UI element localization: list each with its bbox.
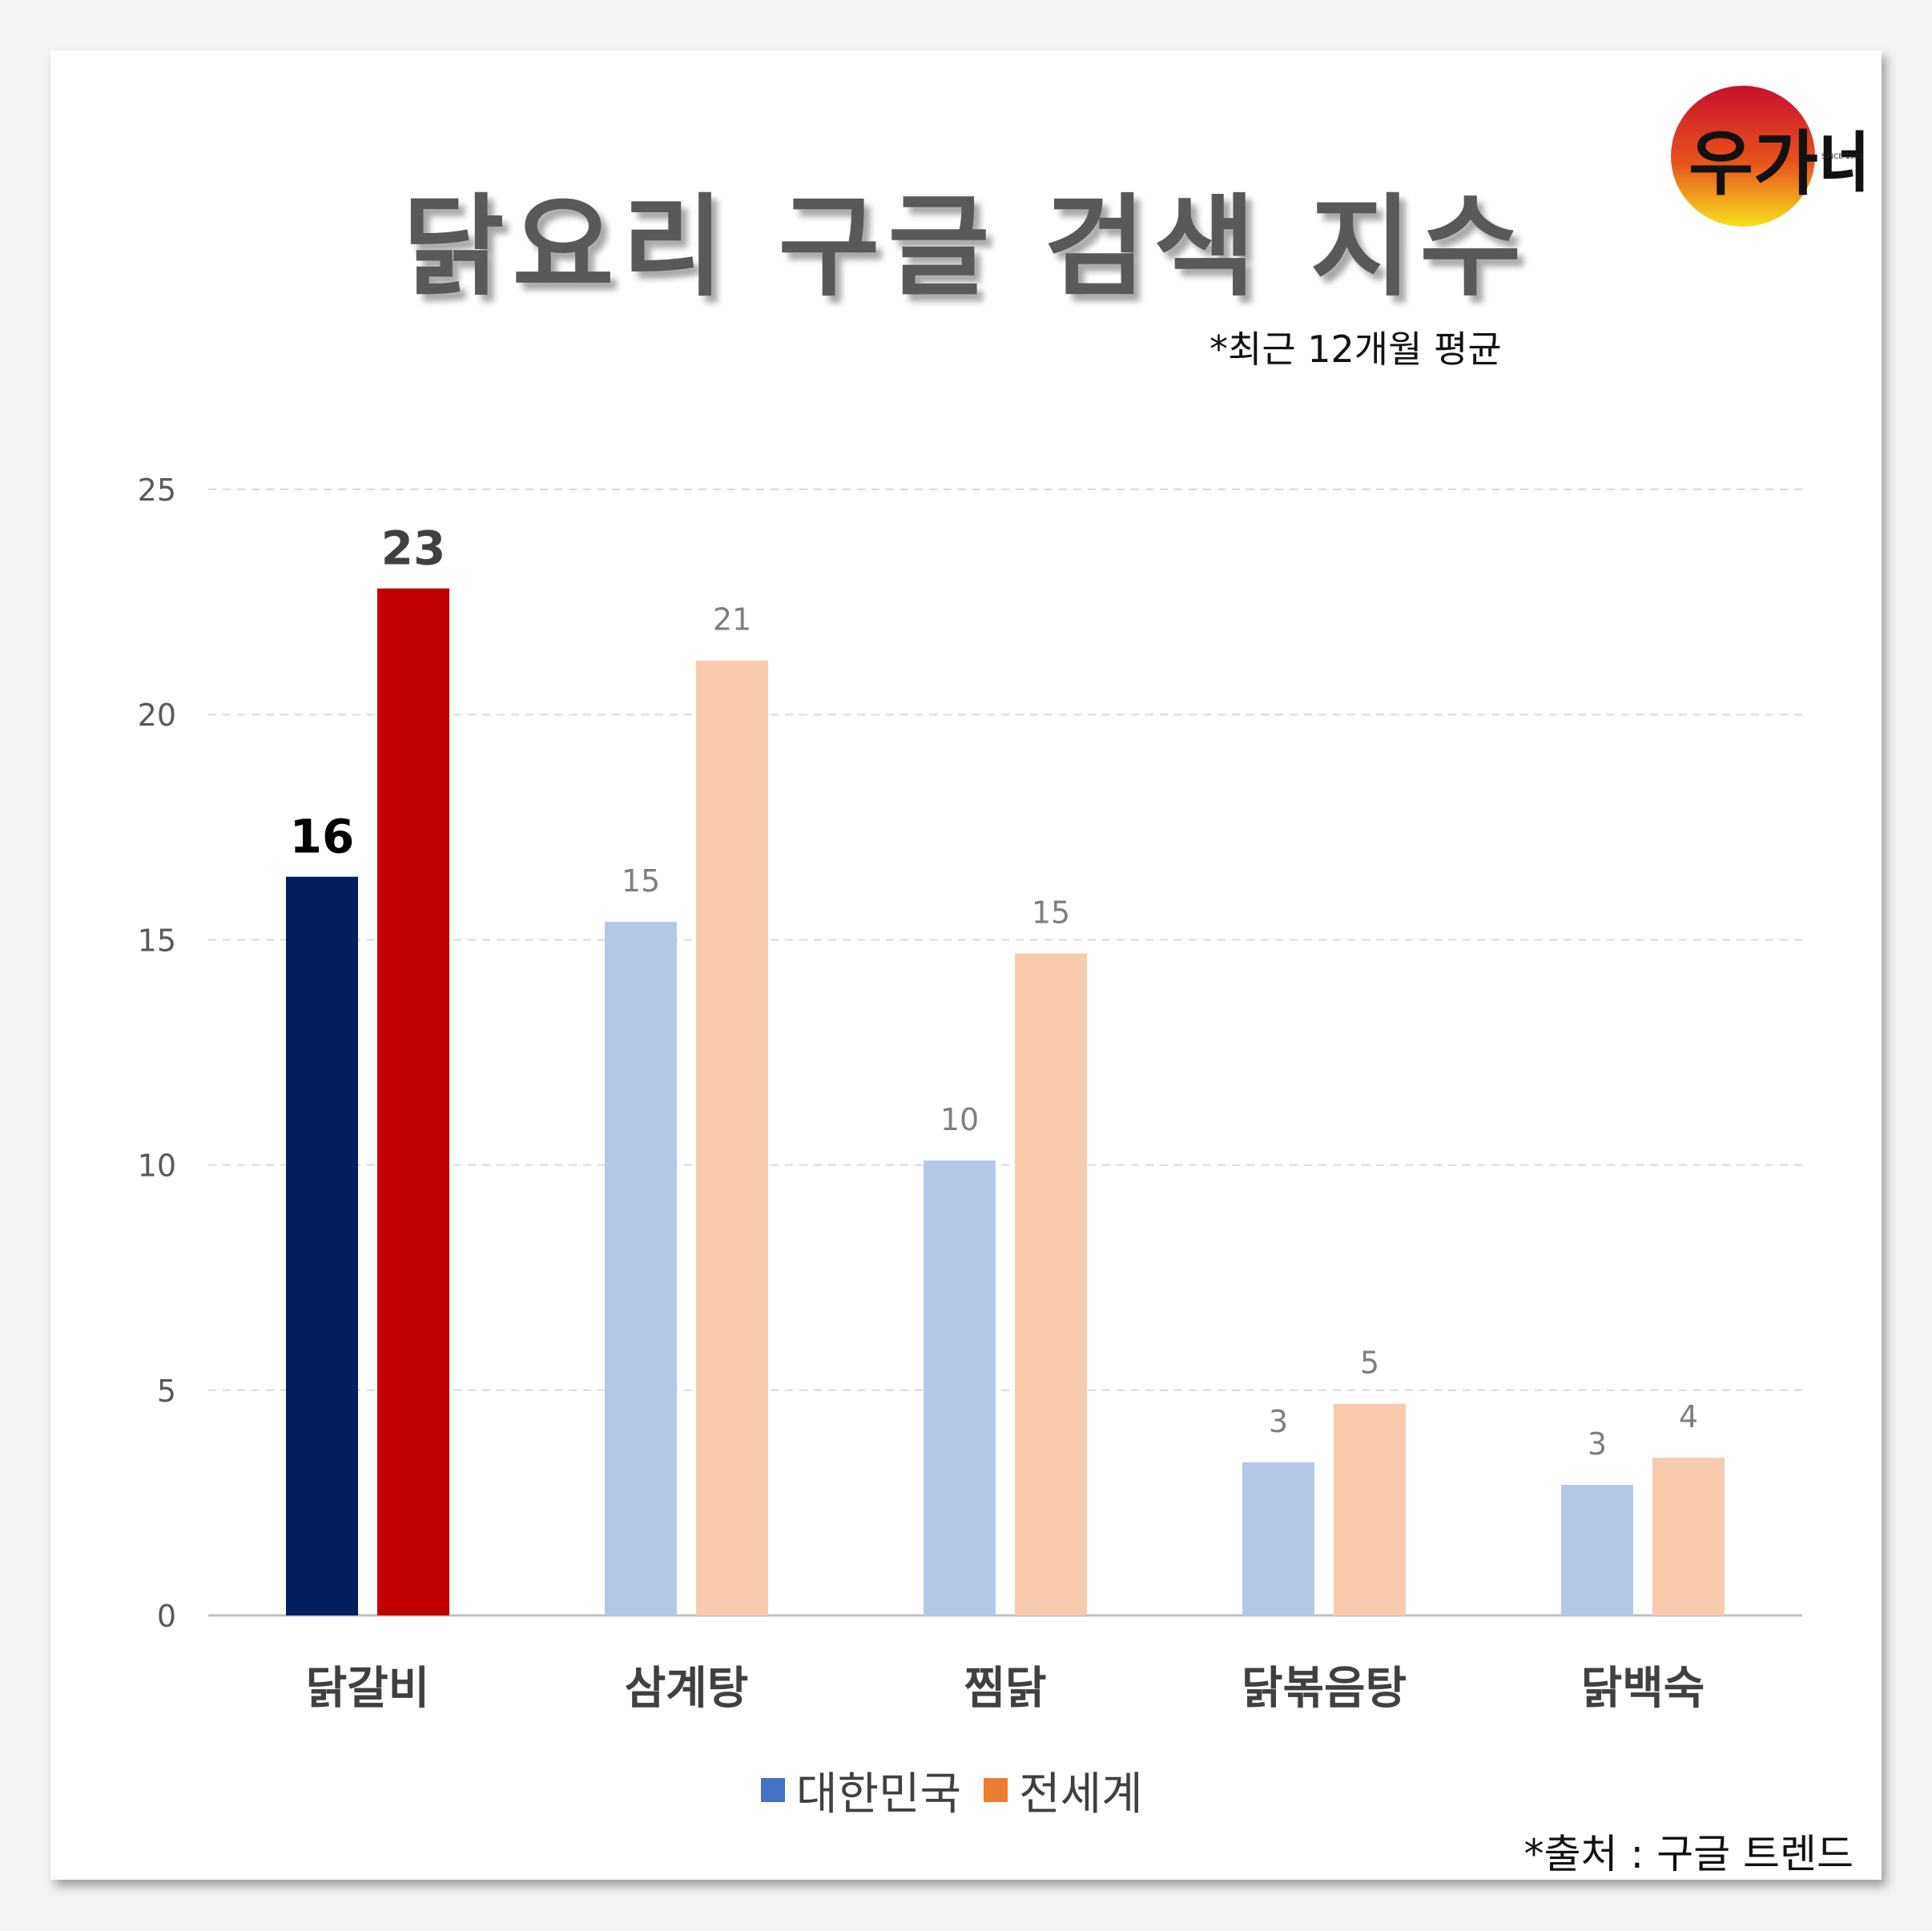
chart-legend: 대한민국 전세계 bbox=[761, 1766, 1143, 1820]
data-label: 23 bbox=[381, 521, 446, 576]
data-label: 15 bbox=[1032, 895, 1070, 930]
x-category-label: 닭볶음탕 bbox=[1242, 1663, 1407, 1715]
x-category-label: 닭갈비 bbox=[306, 1663, 430, 1715]
bar-korea bbox=[1242, 1462, 1314, 1615]
y-tick-label: 25 bbox=[138, 473, 176, 508]
legend-item-world: 전세계 bbox=[984, 1758, 1143, 1823]
legend-label-korea: 대한민국 bbox=[796, 1768, 962, 1820]
legend-label-world: 전세계 bbox=[1019, 1768, 1143, 1820]
logo-brand-text: 우가네 bbox=[1688, 122, 1865, 205]
legend-swatch-world bbox=[984, 1778, 1008, 1802]
x-category-label: 찜닭 bbox=[964, 1663, 1046, 1715]
legend-item-korea: 대한민국 bbox=[761, 1758, 961, 1823]
bar-world bbox=[377, 588, 449, 1615]
data-label: 15 bbox=[622, 863, 660, 899]
bar-korea bbox=[605, 921, 677, 1615]
data-label: 21 bbox=[713, 602, 751, 638]
bar-world bbox=[1652, 1458, 1725, 1615]
data-label: 3 bbox=[1588, 1426, 1607, 1462]
y-tick-label: 0 bbox=[157, 1599, 176, 1634]
y-tick-label: 5 bbox=[157, 1374, 176, 1409]
x-category-label: 삼계탕 bbox=[625, 1663, 749, 1715]
data-label: 10 bbox=[940, 1102, 979, 1137]
bar-korea bbox=[924, 1160, 996, 1615]
data-label: 4 bbox=[1679, 1399, 1698, 1434]
chart-subtitle: *최근 12개월 평균 bbox=[1210, 328, 1502, 371]
y-tick-label: 15 bbox=[138, 923, 176, 958]
logo-sun-circle bbox=[1671, 86, 1815, 227]
data-label: 3 bbox=[1269, 1404, 1288, 1439]
legend-swatch-korea bbox=[761, 1778, 785, 1802]
bar-world bbox=[696, 660, 768, 1616]
logo-since-text: SINCE 1981 bbox=[1821, 153, 1864, 161]
bar-korea bbox=[1561, 1484, 1633, 1615]
data-label: 5 bbox=[1360, 1346, 1379, 1381]
y-tick-label: 20 bbox=[138, 698, 176, 733]
bar-world bbox=[1334, 1403, 1406, 1615]
y-tick-label: 10 bbox=[138, 1149, 176, 1184]
data-label: 16 bbox=[290, 810, 355, 864]
chart-title: 닭요리 구글 검색 지수 bbox=[402, 183, 1530, 312]
brand-logo: 우가네 SINCE 1981 bbox=[1671, 86, 1865, 227]
bar-korea bbox=[286, 876, 358, 1615]
bar-chart: 0 5 10 15 20 25 16 23 닭갈비 15 21 삼계탕 10 15 찜닭 3 5 닭볶음탕 3 4 닭백… bbox=[138, 473, 1802, 1715]
source-note: *출처 : 구글 트렌드 bbox=[1523, 1831, 1854, 1877]
bar-world bbox=[1015, 953, 1087, 1615]
x-category-label: 닭백숙 bbox=[1581, 1663, 1705, 1715]
